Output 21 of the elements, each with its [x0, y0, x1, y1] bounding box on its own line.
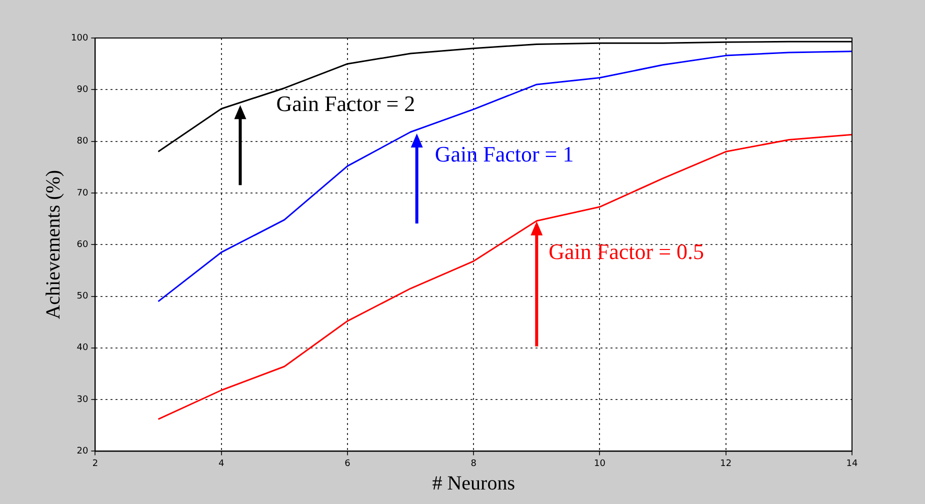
annotation: Gain Factor = 0.5	[548, 239, 704, 264]
x-tick-label: 10	[594, 458, 606, 469]
y-tick-label: 20	[76, 446, 88, 457]
x-tick-label: 14	[846, 458, 858, 469]
x-tick-label: 4	[218, 458, 224, 469]
x-tick-label: 8	[470, 458, 477, 469]
y-tick-label: 100	[70, 33, 88, 44]
y-tick-label: 70	[76, 188, 88, 198]
x-tick-label: 12	[720, 458, 732, 469]
x-axis-title: # Neurons	[432, 472, 516, 494]
x-tick-label: 2	[92, 458, 98, 469]
y-axis-title: Achievements (%)	[42, 170, 64, 320]
y-tick-label: 90	[76, 84, 88, 95]
y-tick-label: 30	[76, 394, 88, 405]
annotation: Gain Factor = 1	[434, 141, 574, 166]
y-tick-label: 40	[76, 343, 88, 354]
y-tick-label: 60	[76, 240, 88, 250]
annotation: Gain Factor = 2	[276, 90, 416, 116]
x-tick-label: 6	[344, 458, 351, 469]
y-tick-label: 80	[76, 136, 88, 147]
y-tick-label: 50	[76, 292, 88, 302]
